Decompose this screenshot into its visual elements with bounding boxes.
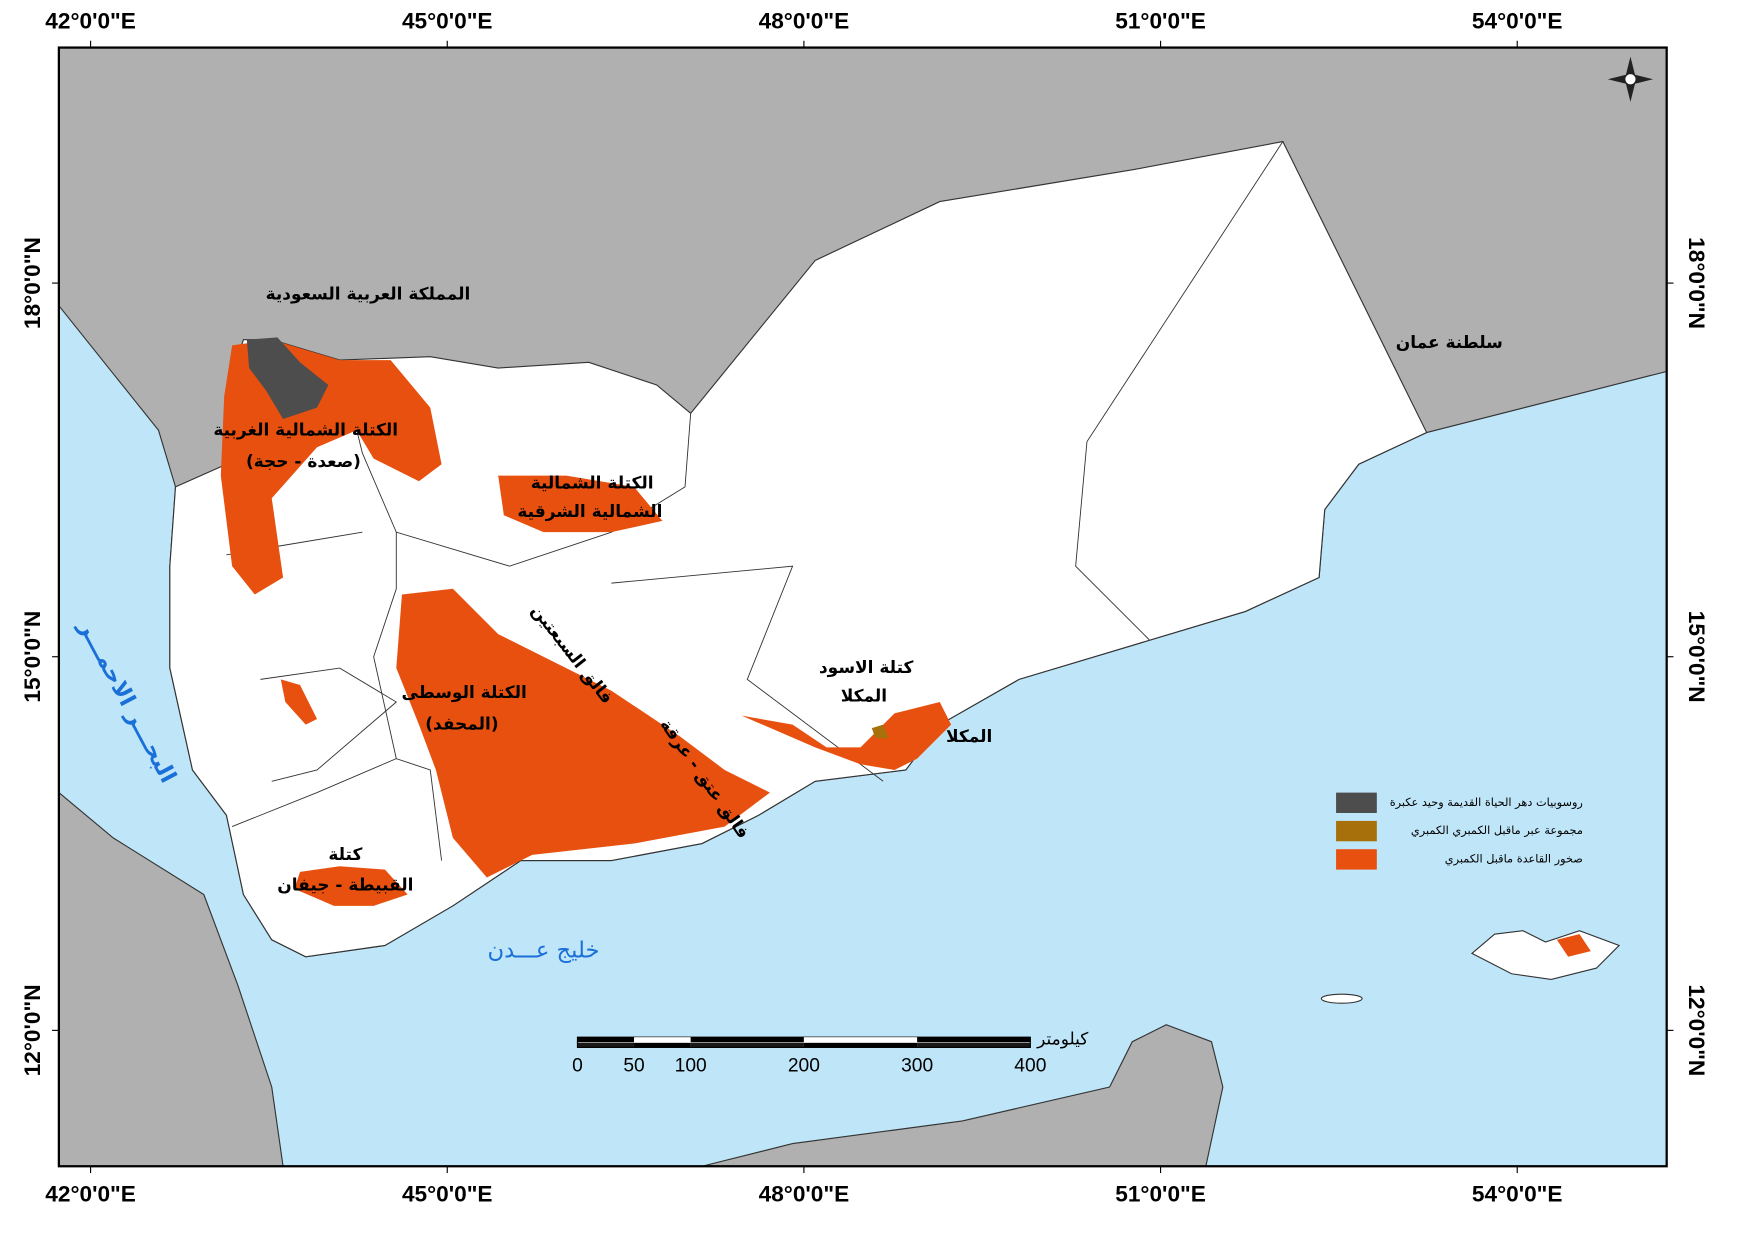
scale-label: 200 (788, 1056, 820, 1077)
longitude-label: 42°0'0"E (45, 9, 136, 34)
legend-swatch (1336, 792, 1377, 813)
longitude-label: 48°0'0"E (759, 1182, 850, 1207)
latitude-label: 18°0'0"N (1684, 237, 1709, 329)
scale-unit: كيلومتر (1036, 1029, 1089, 1049)
longitude-label: 42°0'0"E (45, 1182, 136, 1207)
latitude-label: 18°0'0"N (20, 237, 45, 329)
place-label: المكلا (946, 727, 992, 747)
place-label: المكلا (841, 686, 887, 706)
scale-segment (577, 1037, 635, 1043)
cambrian-group (871, 724, 889, 739)
legend-label: روسوبيات دهر الحياة القديمة وحيد عكبرة (1390, 795, 1583, 810)
scale-label: 0 (572, 1056, 583, 1077)
longitude-label: 48°0'0"E (759, 9, 850, 34)
scale-label: 400 (1014, 1056, 1046, 1077)
scale-segment (634, 1042, 691, 1048)
place-label: (المحفد) (425, 715, 498, 735)
scale-segment (917, 1037, 1031, 1043)
longitude-label: 51°0'0"E (1115, 9, 1206, 34)
place-label: الكتلة الوسطى (402, 683, 527, 703)
place-label: (صعدة - حجة) (246, 452, 361, 472)
scale-segment (917, 1042, 1031, 1048)
longitude-label: 54°0'0"E (1472, 9, 1563, 34)
latitude-label: 12°0'0"N (20, 984, 45, 1076)
legend-label: صخور القاعدة ماقبل الكمبري (1445, 851, 1583, 866)
place-label: الكتلة الشمالية (531, 473, 654, 493)
place-label: الكتلة الشمالية الغربية (213, 420, 398, 440)
paleozoic-sediments (246, 337, 329, 419)
place-label: الشمالية الشرقية (517, 502, 662, 522)
longitude-label: 45°0'0"E (402, 1182, 493, 1207)
water-label: خليج عـــدن (487, 938, 599, 964)
latitude-label: 12°0'0"N (1684, 984, 1709, 1076)
latitude-label: 15°0'0"N (1684, 611, 1709, 703)
scale-segment (634, 1037, 691, 1043)
legend-label: مجموعة عبر ماقبل الكمبري الكمبري (1411, 823, 1583, 838)
longitude-label: 54°0'0"E (1472, 1182, 1563, 1207)
north-arrow (1607, 56, 1654, 102)
legend-swatch (1336, 849, 1377, 870)
somalia-land (701, 1024, 1224, 1167)
place-label: سلطنة عمان (1396, 333, 1503, 353)
scale-segment (690, 1037, 804, 1043)
scale-segment (577, 1042, 635, 1048)
scale-segment (803, 1042, 918, 1048)
scale-segment (803, 1037, 918, 1043)
map-frame (57, 46, 1668, 1168)
island (1320, 993, 1363, 1004)
legend-swatch (1336, 820, 1377, 842)
place-label: كتلة (328, 845, 362, 865)
longitude-label: 45°0'0"E (402, 9, 493, 34)
place-label: القبيطة - جيفان (277, 875, 413, 895)
scale-label: 50 (623, 1056, 644, 1077)
latitude-label: 15°0'0"N (20, 611, 45, 703)
longitude-label: 51°0'0"E (1115, 1182, 1206, 1207)
place-label: المملكة العربية السعودية (266, 284, 471, 304)
place-label: كتلة الاسود (819, 658, 914, 678)
scale-label: 100 (675, 1056, 707, 1077)
scale-segment (690, 1042, 804, 1048)
scale-label: 300 (901, 1056, 933, 1077)
